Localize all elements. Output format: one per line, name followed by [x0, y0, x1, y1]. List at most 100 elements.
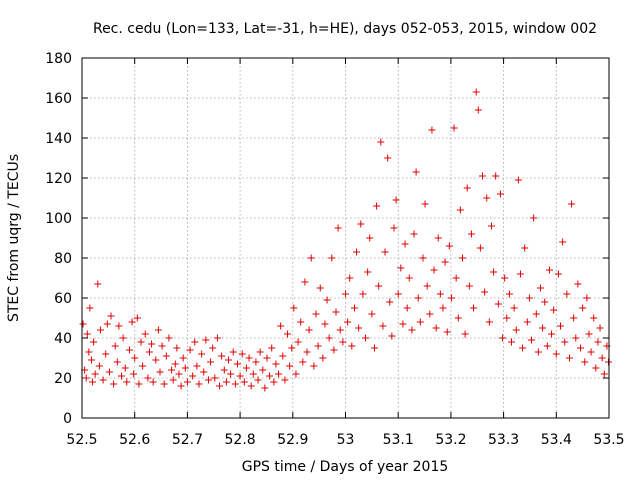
- x-axis-label: GPS time / Days of year 2015: [242, 459, 449, 475]
- data-point: [195, 380, 203, 388]
- data-point: [512, 326, 520, 334]
- data-point: [379, 322, 387, 330]
- data-point: [362, 334, 370, 342]
- data-point: [252, 358, 260, 366]
- data-point: [179, 354, 187, 362]
- data-point: [530, 214, 538, 222]
- data-point: [181, 364, 189, 372]
- data-point: [83, 330, 91, 338]
- x-tick-label: 53.2: [435, 432, 466, 448]
- data-point: [474, 106, 482, 114]
- data-point: [207, 358, 215, 366]
- data-point: [421, 200, 429, 208]
- data-point: [211, 374, 219, 382]
- data-point: [144, 374, 152, 382]
- data-point: [316, 284, 324, 292]
- data-point: [439, 304, 447, 312]
- data-point: [375, 282, 383, 290]
- data-point: [496, 190, 504, 198]
- data-point: [256, 348, 264, 356]
- x-tick-label: 53.1: [383, 432, 414, 448]
- data-point: [403, 304, 411, 312]
- data-point: [162, 352, 170, 360]
- data-point: [238, 350, 246, 358]
- data-point: [505, 290, 513, 298]
- x-tick-label: 53.4: [541, 432, 572, 448]
- data-point: [303, 348, 311, 356]
- data-point: [596, 324, 604, 332]
- data-point: [487, 222, 495, 230]
- y-tick-label: 0: [63, 411, 72, 427]
- x-tick-label: 52.8: [225, 432, 256, 448]
- data-point: [288, 344, 296, 352]
- data-point: [200, 368, 208, 376]
- data-point: [186, 346, 194, 354]
- data-point: [96, 326, 104, 334]
- data-point: [103, 320, 111, 328]
- data-point: [357, 220, 365, 228]
- y-tick-label: 180: [45, 51, 72, 67]
- data-points: [79, 88, 612, 392]
- data-point: [328, 254, 336, 262]
- data-point: [568, 200, 576, 208]
- data-point: [581, 358, 589, 366]
- data-point: [508, 338, 516, 346]
- data-point: [510, 304, 518, 312]
- data-point: [516, 270, 524, 278]
- data-point: [218, 352, 226, 360]
- data-point: [141, 330, 149, 338]
- data-point: [225, 356, 233, 364]
- data-point: [183, 378, 191, 386]
- data-point: [191, 338, 199, 346]
- data-point: [259, 366, 267, 374]
- data-point: [319, 354, 327, 362]
- gridlines: [82, 58, 609, 418]
- data-point: [557, 322, 565, 330]
- data-point: [240, 378, 248, 386]
- data-point: [336, 326, 344, 334]
- data-point: [125, 346, 133, 354]
- data-point: [231, 380, 239, 388]
- data-point: [168, 366, 176, 374]
- data-point: [377, 138, 385, 146]
- data-point: [175, 370, 183, 378]
- y-tick-label: 140: [45, 131, 72, 147]
- y-tick-label: 80: [54, 251, 72, 267]
- data-point: [501, 274, 509, 282]
- data-point: [342, 290, 349, 298]
- data-point: [148, 340, 156, 348]
- data-point: [123, 378, 131, 386]
- data-point: [456, 206, 464, 214]
- data-point: [314, 342, 322, 350]
- data-point: [410, 230, 418, 238]
- data-point: [545, 266, 553, 274]
- data-point: [297, 318, 305, 326]
- data-point: [145, 348, 153, 356]
- data-point: [499, 334, 507, 342]
- data-point: [467, 230, 475, 238]
- data-point: [585, 330, 593, 338]
- data-point: [414, 294, 422, 302]
- data-point: [592, 364, 600, 372]
- data-point: [384, 154, 392, 162]
- data-point: [193, 362, 201, 370]
- data-point: [247, 382, 255, 390]
- data-point: [436, 290, 444, 298]
- data-point: [503, 314, 511, 322]
- data-point: [189, 372, 197, 380]
- data-point: [149, 378, 157, 386]
- data-point: [152, 356, 160, 364]
- data-point: [115, 322, 123, 330]
- data-point: [286, 362, 294, 370]
- data-point: [281, 376, 289, 384]
- data-point: [99, 376, 107, 384]
- data-point: [113, 358, 121, 366]
- data-point: [325, 334, 333, 342]
- data-point: [139, 362, 147, 370]
- data-point: [604, 358, 612, 366]
- data-point: [249, 370, 257, 378]
- data-point: [539, 324, 547, 332]
- data-point: [156, 368, 164, 376]
- data-point: [458, 254, 466, 262]
- data-point: [105, 368, 113, 376]
